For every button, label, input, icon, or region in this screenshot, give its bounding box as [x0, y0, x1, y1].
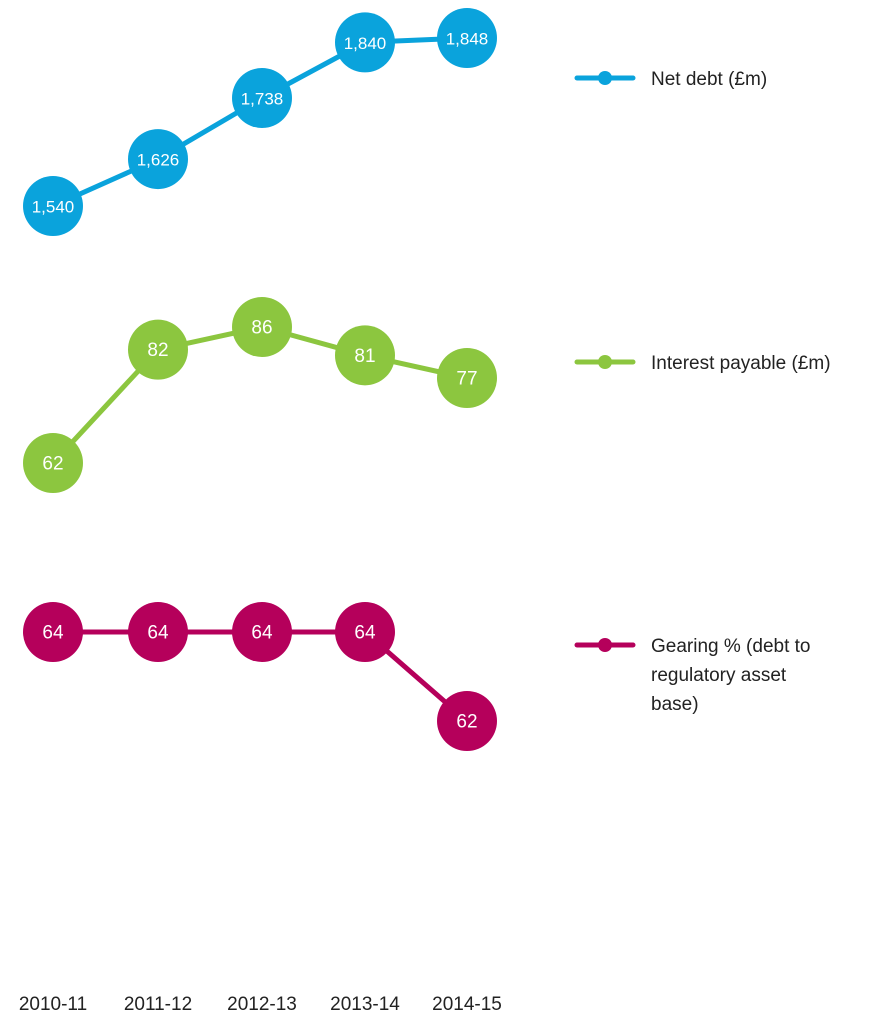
data-point [437, 691, 497, 751]
legend-label: Net debt (£m) [651, 69, 767, 90]
x-tick-label: 2010-11 [19, 994, 87, 1015]
series-1: 1,540 1,626 1,738 1,840 1,848 [23, 8, 497, 236]
legend-item-3: Gearing % (debt to regulatory asset base) [574, 636, 810, 715]
legend-item-1: Net debt (£m) [574, 69, 767, 90]
data-label: 1,738 [241, 90, 284, 109]
data-point [437, 348, 497, 408]
data-point [335, 325, 395, 386]
data-point [23, 433, 83, 493]
data-label: 64 [147, 623, 169, 644]
data-label: 1,840 [344, 34, 387, 53]
data-label: 82 [147, 340, 168, 361]
data-point [335, 12, 395, 73]
data-label: 77 [456, 369, 477, 390]
data-label: 62 [42, 454, 63, 475]
x-tick-label: 2011-12 [124, 994, 192, 1015]
data-point [232, 602, 292, 662]
legend: Net debt (£m) Interest payable (£m) Gearin… [574, 69, 831, 715]
data-label: 86 [251, 318, 272, 339]
data-point [335, 602, 395, 662]
x-axis: 2010-11 2011-12 2012-13 2013-14 2014-15 [19, 994, 502, 1015]
data-point [23, 176, 83, 236]
x-tick-label: 2014-15 [432, 994, 502, 1015]
data-label: 1,540 [32, 198, 75, 217]
legend-swatch-dot [598, 638, 612, 652]
data-label: 1,626 [137, 151, 180, 170]
data-point [128, 602, 188, 662]
data-point [437, 8, 497, 68]
x-tick-label: 2012-13 [227, 994, 297, 1015]
data-point [232, 68, 292, 128]
data-point [23, 602, 83, 662]
series-2: 62 82 86 81 77 [23, 297, 497, 493]
data-label: 62 [456, 712, 477, 733]
legend-label: Gearing % (debt to regulatory asset base) [651, 636, 810, 715]
data-point [128, 319, 188, 380]
legend-swatch-dot [598, 71, 612, 85]
data-label: 1,848 [446, 30, 489, 49]
data-point [128, 129, 188, 190]
x-tick-label: 2013-14 [330, 994, 400, 1015]
series-3: 64 64 64 64 62 [23, 602, 497, 751]
legend-label: Interest payable (£m) [651, 353, 831, 374]
data-label: 81 [354, 346, 375, 367]
legend-item-2: Interest payable (£m) [574, 353, 831, 374]
data-point [232, 297, 292, 357]
data-label: 64 [354, 623, 376, 644]
data-label: 64 [251, 623, 273, 644]
data-label: 64 [42, 623, 64, 644]
legend-swatch-dot [598, 355, 612, 369]
